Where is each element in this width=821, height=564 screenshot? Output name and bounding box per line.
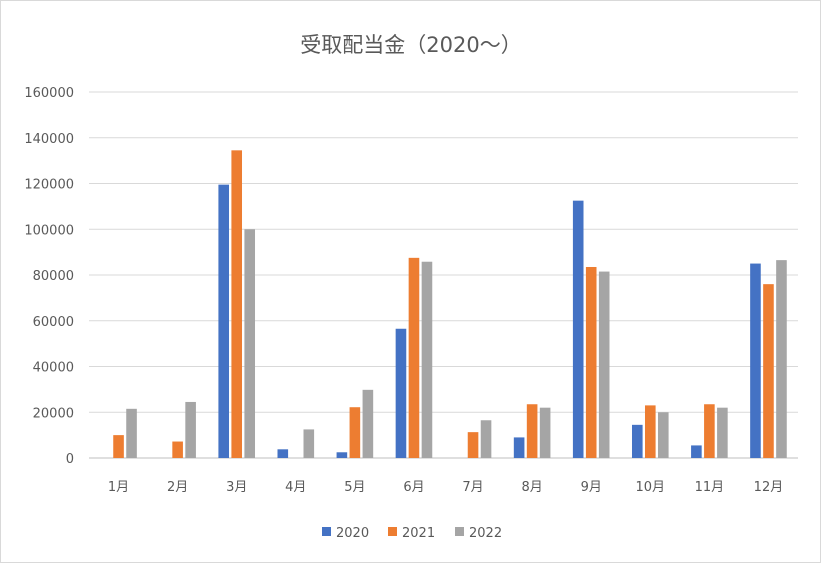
y-tick-label: 80000 <box>33 269 74 284</box>
bar-2021-11 <box>704 404 715 458</box>
y-tick-label: 100000 <box>24 223 74 238</box>
bars <box>113 150 787 459</box>
bar-2020-11 <box>691 445 702 458</box>
x-axis-ticks: 1月 2月 3月 4月 5月 6月 7月 8月 9月 10月 11月 12月 <box>108 480 783 495</box>
y-tick-label: 0 <box>66 452 74 467</box>
x-tick-label: 4月 <box>285 480 306 495</box>
grid-lines <box>89 91 798 459</box>
bar-2022-9 <box>598 271 610 458</box>
bar-2022-2 <box>185 401 196 458</box>
bar-2022-1 <box>126 408 137 458</box>
bar-2021-6 <box>408 257 420 458</box>
bar-2020-4 <box>277 449 289 458</box>
bar-2021-8 <box>526 404 538 458</box>
bar-2021-12 <box>763 284 774 458</box>
x-tick-label: 9月 <box>581 480 602 495</box>
x-tick-label: 1月 <box>108 480 129 495</box>
y-tick-label: 60000 <box>33 315 74 330</box>
legend-label-2020: 2020 <box>336 526 369 541</box>
bar-2020-5 <box>336 452 348 458</box>
legend: 2020 2021 2022 <box>322 526 502 541</box>
bar-2020-12 <box>750 263 761 458</box>
legend-swatch-2021 <box>388 527 397 536</box>
y-tick-label: 20000 <box>33 406 74 421</box>
bar-2021-3 <box>231 150 243 459</box>
legend-swatch-2020 <box>322 527 331 536</box>
bar-2021-1 <box>113 435 124 458</box>
bar-2022-8 <box>539 407 551 458</box>
x-tick-label: 10月 <box>636 480 666 495</box>
bar-2021-9 <box>585 266 597 458</box>
bar-2020-9 <box>572 200 584 458</box>
y-tick-label: 120000 <box>24 178 74 193</box>
x-tick-label: 3月 <box>226 480 247 495</box>
bar-2022-3 <box>244 229 256 458</box>
bar-2020-3 <box>218 184 230 459</box>
bar-2021-2 <box>172 441 183 458</box>
x-tick-label: 6月 <box>403 480 424 495</box>
x-tick-label: 2月 <box>167 480 188 495</box>
bar-2021-7 <box>467 432 479 458</box>
x-tick-label: 5月 <box>344 480 365 495</box>
bar-2022-6 <box>421 261 433 458</box>
bar-2022-5 <box>362 389 374 458</box>
bar-2021-10 <box>644 405 656 458</box>
bar-2021-5 <box>349 407 361 458</box>
x-tick-label: 8月 <box>521 480 542 495</box>
y-tick-label: 160000 <box>24 86 74 101</box>
y-axis-ticks: 0 20000 40000 60000 80000 100000 120000 140000 1… <box>24 86 74 467</box>
y-tick-label: 40000 <box>33 361 74 376</box>
chart-title: 受取配当金（2020～） <box>300 33 521 57</box>
legend-label-2021: 2021 <box>402 526 435 541</box>
bar-2022-12 <box>776 260 787 458</box>
bar-2020-6 <box>395 328 407 458</box>
legend-label-2022: 2022 <box>469 526 502 541</box>
x-tick-label: 12月 <box>754 480 784 495</box>
x-tick-label: 11月 <box>695 480 725 495</box>
legend-swatch-2022 <box>455 527 464 536</box>
bar-2022-7 <box>480 420 492 458</box>
bar-2020-8 <box>513 437 525 458</box>
x-tick-label: 7月 <box>462 480 483 495</box>
bar-2020-10 <box>631 424 643 458</box>
y-tick-label: 140000 <box>24 132 74 147</box>
bar-2022-10 <box>657 412 669 458</box>
bar-2022-11 <box>717 407 728 458</box>
bar-2022-4 <box>303 429 315 458</box>
